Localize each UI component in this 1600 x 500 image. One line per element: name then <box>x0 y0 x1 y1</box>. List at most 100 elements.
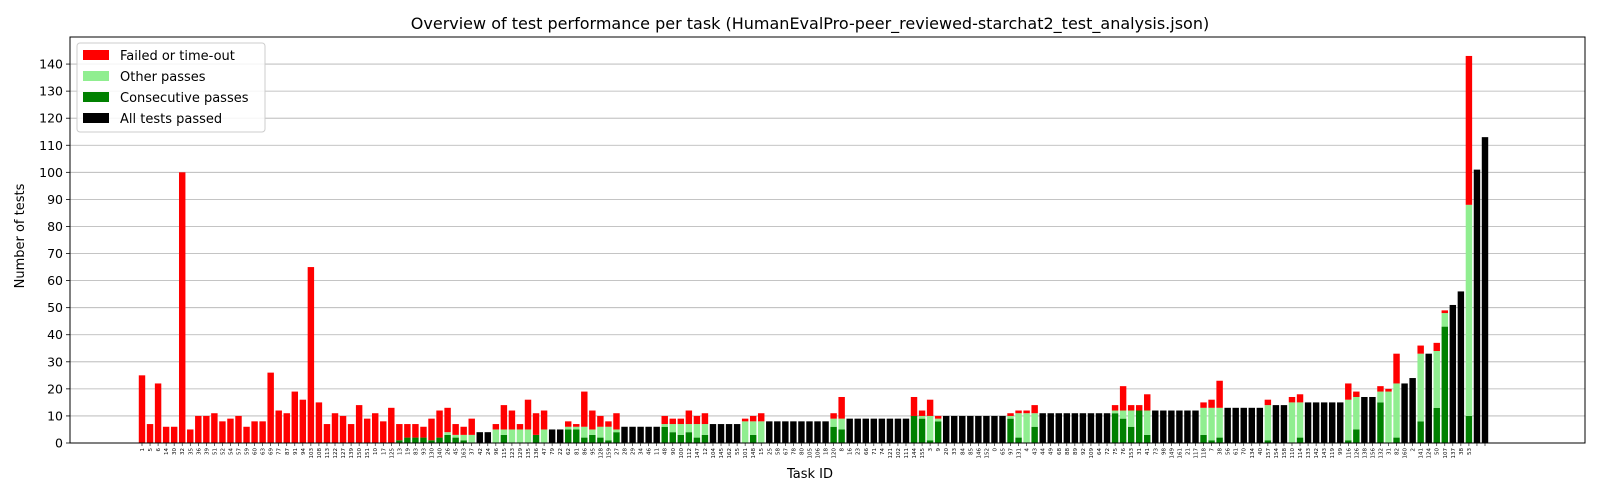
x-tick-label: 124 <box>1427 448 1433 459</box>
bar-failed <box>1135 405 1143 411</box>
bar-consecutive-passes <box>404 437 411 443</box>
x-tick-label: 74 <box>880 448 886 455</box>
bar-all-passed <box>967 415 974 443</box>
bar-failed <box>701 413 709 425</box>
x-tick-label: 86 <box>582 448 588 455</box>
x-tick-label: 135 <box>526 448 532 459</box>
bar-failed <box>597 415 604 427</box>
y-tick-label: 40 <box>47 327 63 342</box>
bar-consecutive-passes <box>1144 434 1151 443</box>
x-tick-label: 70 <box>1242 448 1248 455</box>
x-tick-label: 56 <box>1226 448 1232 455</box>
y-tick-label: 10 <box>47 408 63 423</box>
bar-all-passed <box>548 429 556 443</box>
bar-all-passed <box>717 424 725 443</box>
bar-failed <box>1111 405 1119 411</box>
bar-all-passed <box>1256 407 1264 443</box>
bar-failed <box>187 429 194 443</box>
x-tick-label: 101 <box>743 448 749 459</box>
bar-consecutive-passes <box>1377 402 1384 443</box>
bar-failed <box>1208 399 1215 408</box>
x-tick-label: 143 <box>1322 448 1328 459</box>
bar-failed <box>243 426 250 443</box>
x-tick-label: 52 <box>220 448 226 455</box>
bar-other-passes <box>1345 399 1352 441</box>
x-tick-label: 122 <box>333 448 339 459</box>
x-tick-label: 92 <box>1081 448 1087 455</box>
x-tick-label: 22 <box>558 448 564 455</box>
legend-label: Consecutive passes <box>120 91 249 106</box>
x-tick-label: 46 <box>647 448 653 455</box>
y-tick-label: 90 <box>47 192 63 207</box>
bar-failed <box>1377 386 1384 392</box>
bar-failed <box>910 396 918 416</box>
bar-failed <box>1127 405 1135 411</box>
bar-other-passes <box>934 418 942 422</box>
bar-failed <box>154 383 162 443</box>
bar-consecutive-passes <box>1015 437 1022 443</box>
bar-failed <box>380 421 387 443</box>
y-tick-label: 70 <box>47 246 63 261</box>
x-tick-label: 39 <box>204 448 210 455</box>
legend-swatch <box>83 71 109 81</box>
bar-failed <box>323 424 331 443</box>
bar-consecutive-passes <box>926 440 934 443</box>
x-tick-label: 69 <box>269 448 275 455</box>
x-tick-label: 99 <box>1338 448 1344 455</box>
x-tick-label: 23 <box>856 448 862 455</box>
x-tick-label: 133 <box>1306 448 1312 459</box>
bar-failed <box>540 410 548 430</box>
bar-all-passed <box>983 415 990 443</box>
bar-other-passes <box>1216 407 1223 438</box>
bar-consecutive-passes <box>1135 410 1143 443</box>
bar-consecutive-passes <box>597 437 604 443</box>
x-tick-label: 151 <box>365 448 371 459</box>
bar-all-passed <box>1039 413 1046 443</box>
bar-failed <box>1144 394 1151 411</box>
bar-consecutive-passes <box>396 440 403 443</box>
bar-all-passed <box>1457 291 1465 443</box>
x-tick-label: 118 <box>1202 448 1208 459</box>
bar-consecutive-passes <box>693 437 701 443</box>
x-tick-label: 33 <box>952 448 958 455</box>
x-tick-label: 31 <box>1137 448 1143 455</box>
bar-all-passed <box>653 426 660 443</box>
bar-other-passes <box>1377 391 1384 403</box>
bar-other-passes <box>677 424 685 435</box>
bar-failed <box>1465 55 1473 205</box>
x-tick-label: 140 <box>438 448 444 459</box>
bar-other-passes <box>1353 396 1360 430</box>
x-tick-label: 57 <box>237 448 243 455</box>
bar-failed <box>581 391 588 427</box>
bar-failed <box>170 426 178 443</box>
bar-all-passed <box>782 421 789 443</box>
bar-all-passed <box>1103 413 1111 443</box>
bar-other-passes <box>540 429 548 443</box>
bar-all-passed <box>1401 383 1408 443</box>
bar-other-passes <box>1288 402 1296 443</box>
y-tick-label: 60 <box>47 273 63 288</box>
x-tick-label: 45 <box>454 448 460 455</box>
bar-failed <box>613 413 620 430</box>
bar-other-passes <box>685 424 693 433</box>
x-tick-label: 15 <box>759 448 765 455</box>
bar-failed <box>693 415 701 425</box>
x-tick-label: 48 <box>663 448 669 455</box>
x-tick-label: 105 <box>807 448 813 459</box>
bar-all-passed <box>1160 410 1167 443</box>
bar-failed <box>162 426 170 443</box>
x-tick-label: 58 <box>775 448 781 455</box>
bar-other-passes <box>444 432 451 435</box>
bar-other-passes <box>661 424 668 427</box>
x-tick-label: 76 <box>1121 448 1127 455</box>
bar-all-passed <box>1481 137 1489 443</box>
x-tick-label: 47 <box>542 448 548 455</box>
bar-failed <box>299 399 307 443</box>
x-tick-label: 37 <box>470 448 476 455</box>
bar-all-passed <box>1047 413 1054 443</box>
bar-failed <box>741 418 749 422</box>
bar-consecutive-passes <box>532 434 540 443</box>
x-tick-label: 49 <box>1049 448 1055 455</box>
x-tick-label: 145 <box>719 448 725 459</box>
x-tick-label: 19 <box>405 448 411 455</box>
